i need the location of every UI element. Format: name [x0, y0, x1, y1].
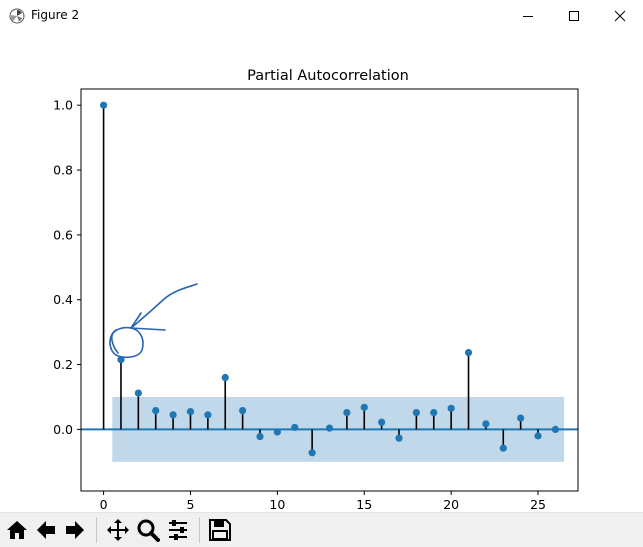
x-tick-label: 10 [269, 497, 285, 512]
x-tick-label: 15 [356, 497, 372, 512]
pacf-point [152, 407, 160, 415]
pacf-point [412, 408, 420, 417]
y-tick-label: 0.0 [53, 422, 73, 437]
pacf-point [395, 434, 403, 442]
zoom-icon [137, 519, 160, 542]
y-tick-label: 0.8 [53, 163, 73, 178]
maximize-icon [569, 11, 579, 21]
annotation-arrow-head [130, 312, 166, 331]
pacf-point [239, 407, 247, 415]
pacf-point [134, 389, 142, 397]
pacf-point [343, 408, 351, 417]
home-icon [7, 521, 27, 539]
zoom-button[interactable] [134, 516, 162, 544]
home-button[interactable] [3, 516, 31, 544]
back-button[interactable] [32, 516, 60, 544]
forward-icon [66, 521, 84, 539]
pacf-point [99, 101, 108, 109]
minimize-button[interactable] [505, 0, 551, 32]
pacf-point [204, 411, 212, 419]
chart-title: Partial Autocorrelation [247, 68, 409, 84]
back-icon [37, 521, 55, 539]
pan-icon [107, 519, 129, 541]
x-tick-label: 0 [100, 497, 108, 512]
forward-button[interactable] [61, 516, 89, 544]
pan-button[interactable] [104, 516, 132, 544]
hand-drawn-annotation [109, 283, 198, 359]
pacf-point [256, 432, 264, 441]
pacf-point [447, 404, 455, 412]
y-tick-label: 1.0 [53, 98, 73, 113]
pacf-point [273, 428, 281, 436]
x-tick-label: 5 [187, 497, 195, 512]
save-icon [209, 519, 231, 541]
x-tick-label: 20 [443, 497, 459, 512]
annotation-circle [109, 326, 144, 359]
minimize-icon [523, 16, 533, 17]
pacf-point [186, 407, 195, 416]
x-tick-label: 25 [530, 497, 546, 512]
pacf-point [291, 423, 299, 432]
pacf-point [551, 425, 560, 434]
y-tick-label: 0.2 [53, 357, 73, 372]
matplotlib-logo-icon [9, 8, 25, 24]
navigation-toolbar [0, 512, 643, 547]
configure-subplots-button[interactable] [164, 516, 192, 544]
pacf-point [464, 348, 473, 357]
pacf-chart: Partial Autocorrelation 0 5 10 15 20 25 0.0 0.2… [53, 68, 579, 512]
pacf-point [325, 424, 334, 432]
figure-canvas: Partial Autocorrelation 0 5 10 15 20 25 0.0 0.2… [0, 32, 643, 512]
configure-subplots-icon [169, 520, 187, 540]
pacf-point [117, 356, 125, 364]
toolbar-separator [96, 517, 97, 543]
pacf-point [378, 418, 386, 426]
close-button[interactable] [597, 0, 643, 32]
window-title-bar: Figure 2 [0, 0, 643, 32]
annotation-arrow-shaft [130, 283, 198, 329]
y-tick-label: 0.4 [53, 292, 73, 307]
maximize-button[interactable] [551, 0, 597, 32]
pacf-point [221, 373, 229, 382]
toolbar-separator [199, 517, 200, 543]
pacf-point [517, 414, 525, 422]
save-button[interactable] [206, 516, 234, 544]
y-tick-label: 0.6 [53, 227, 73, 242]
close-icon [614, 10, 626, 22]
axes-frame [80, 88, 579, 492]
pacf-point [308, 449, 316, 457]
pacf-point [499, 444, 507, 452]
pacf-point [360, 403, 368, 411]
window-title: Figure 2 [31, 8, 80, 22]
pacf-point [169, 411, 177, 419]
pacf-point [482, 420, 490, 428]
pacf-point [534, 432, 542, 440]
pacf-point [430, 408, 438, 417]
